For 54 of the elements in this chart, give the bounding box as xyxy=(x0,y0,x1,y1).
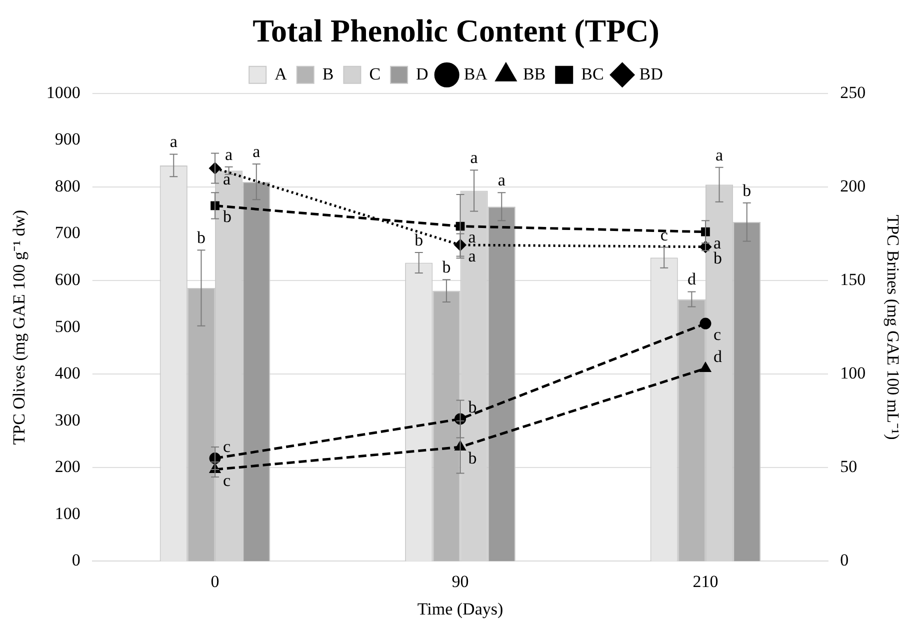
legend-label: C xyxy=(369,64,381,84)
y2-tick-label: 50 xyxy=(840,457,858,476)
y2-tick-label: 200 xyxy=(840,176,866,196)
y-tick-label: 600 xyxy=(54,270,80,289)
legend-label: BB xyxy=(522,64,546,84)
annotation: c xyxy=(713,325,722,344)
y-tick-label: 200 xyxy=(54,457,80,476)
y2-tick-label: 100 xyxy=(840,364,866,383)
annotation: c xyxy=(660,225,668,244)
legend-label: A xyxy=(274,64,288,84)
legend-label: B xyxy=(322,64,334,84)
annotation: d xyxy=(687,270,696,289)
y2-tick-label: 0 xyxy=(840,550,849,570)
x-tick-label: 210 xyxy=(692,572,718,591)
annotation: c xyxy=(223,436,232,456)
legend-label: BC xyxy=(581,64,604,84)
y-tick-label: 800 xyxy=(54,176,80,196)
annotation: d xyxy=(713,346,722,366)
legend-label: BA xyxy=(464,64,488,84)
y2-tick-label: 150 xyxy=(840,270,866,289)
y-tick-label: 700 xyxy=(54,223,80,242)
annotation: b xyxy=(223,207,232,226)
annotation: a xyxy=(170,132,178,152)
y-tick-label: 1000 xyxy=(46,82,80,102)
annotation: b xyxy=(468,397,477,416)
chart-title: Total Phenolic Content (TPC) xyxy=(252,12,660,48)
y-tick-label: 0 xyxy=(72,550,80,570)
y-tick-label: 300 xyxy=(54,410,80,430)
annotation: b xyxy=(196,228,206,248)
annotation: a xyxy=(225,144,234,164)
y-tick-label: 900 xyxy=(54,130,80,149)
legend-label: BD xyxy=(639,64,663,84)
annotation: b xyxy=(442,258,451,277)
y-tick-label: 400 xyxy=(54,364,80,383)
annotation: b xyxy=(468,448,477,468)
annotation: c xyxy=(223,470,232,490)
y2-axis-title: TPC Brines (mg GAE 100 mL⁻¹) xyxy=(883,214,902,440)
annotation: a xyxy=(252,142,261,162)
y-axis-title: TPC Olives (mg GAE 100 g⁻¹ dw) xyxy=(10,210,29,445)
annotation: a xyxy=(470,148,478,168)
x-tick-label: 0 xyxy=(210,572,220,591)
annotation: a xyxy=(468,246,476,266)
annotation: b xyxy=(742,180,752,200)
annotation: b xyxy=(414,230,424,250)
y-tick-label: 100 xyxy=(54,504,80,523)
annotation: a xyxy=(716,145,724,164)
y-tick-label: 500 xyxy=(54,316,80,336)
x-axis-title: Time (Days) xyxy=(417,599,504,618)
annotation: a xyxy=(498,170,506,190)
annotation: a xyxy=(468,228,476,247)
annotation: a xyxy=(223,170,232,189)
y2-tick-label: 250 xyxy=(840,82,866,102)
legend-label: D xyxy=(416,64,428,84)
x-tick-label: 90 xyxy=(452,572,469,591)
